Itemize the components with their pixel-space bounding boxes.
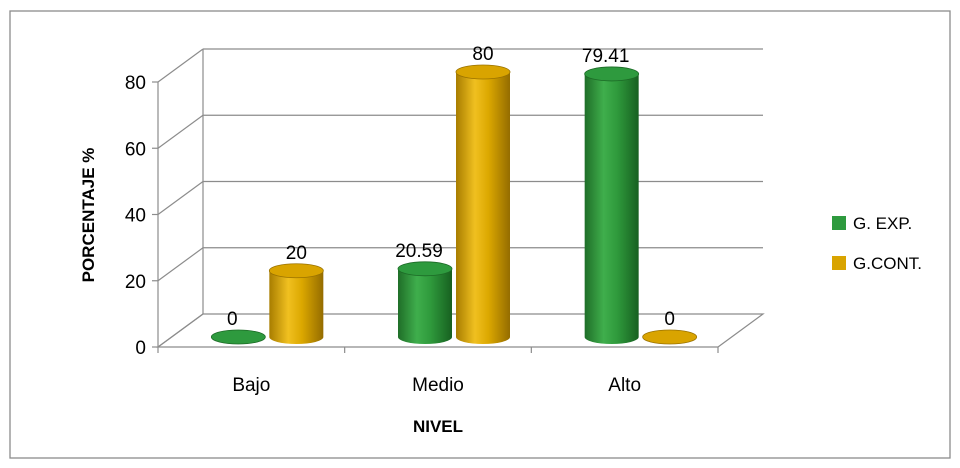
gridline-side <box>157 114 204 149</box>
bar-top <box>455 64 511 80</box>
x-tick-label: Alto <box>608 375 641 396</box>
x-axis-title: NIVEL <box>413 417 463 436</box>
legend-label: G. EXP. <box>853 214 912 233</box>
data-label: 20.59 <box>395 241 443 262</box>
y-tick-label: 40 <box>125 206 146 227</box>
gridline-side <box>157 48 204 83</box>
legend-swatch <box>832 216 846 230</box>
bar-body <box>269 270 324 345</box>
bar-body <box>584 73 639 345</box>
data-label: 20 <box>286 243 307 264</box>
gridline-side <box>157 247 204 282</box>
y-tick-label: 0 <box>135 338 146 359</box>
bar-top <box>642 329 698 345</box>
data-label: 80 <box>472 44 493 65</box>
bar-g-exp-medio <box>397 261 453 344</box>
legend-swatch <box>832 256 846 270</box>
x-tick-label: Bajo <box>232 375 270 396</box>
bar-top <box>268 263 324 279</box>
data-label: 0 <box>664 309 675 330</box>
bar-body <box>456 72 510 344</box>
bar-body <box>398 268 452 344</box>
bar-g-exp-alto <box>584 66 640 345</box>
bar-top <box>210 329 266 345</box>
gridline-side <box>157 181 204 215</box>
bar-top <box>584 66 640 82</box>
bar-g-cont-medio <box>455 64 511 344</box>
y-tick-label: 20 <box>125 272 146 293</box>
data-label: 0 <box>227 309 238 330</box>
y-axis-title: PORCENTAJE % <box>79 148 98 283</box>
bar-g-cont-bajo <box>268 263 324 345</box>
bar-g-cont-alto <box>642 329 698 345</box>
y-tick-label: 60 <box>125 139 146 160</box>
x-tick-label: Medio <box>412 375 464 396</box>
bar-top <box>397 261 453 277</box>
bar-g-exp-bajo <box>210 329 266 345</box>
y-tick-label: 80 <box>125 73 146 94</box>
data-label: 79.41 <box>582 46 630 67</box>
legend-label: G.CONT. <box>853 254 922 273</box>
